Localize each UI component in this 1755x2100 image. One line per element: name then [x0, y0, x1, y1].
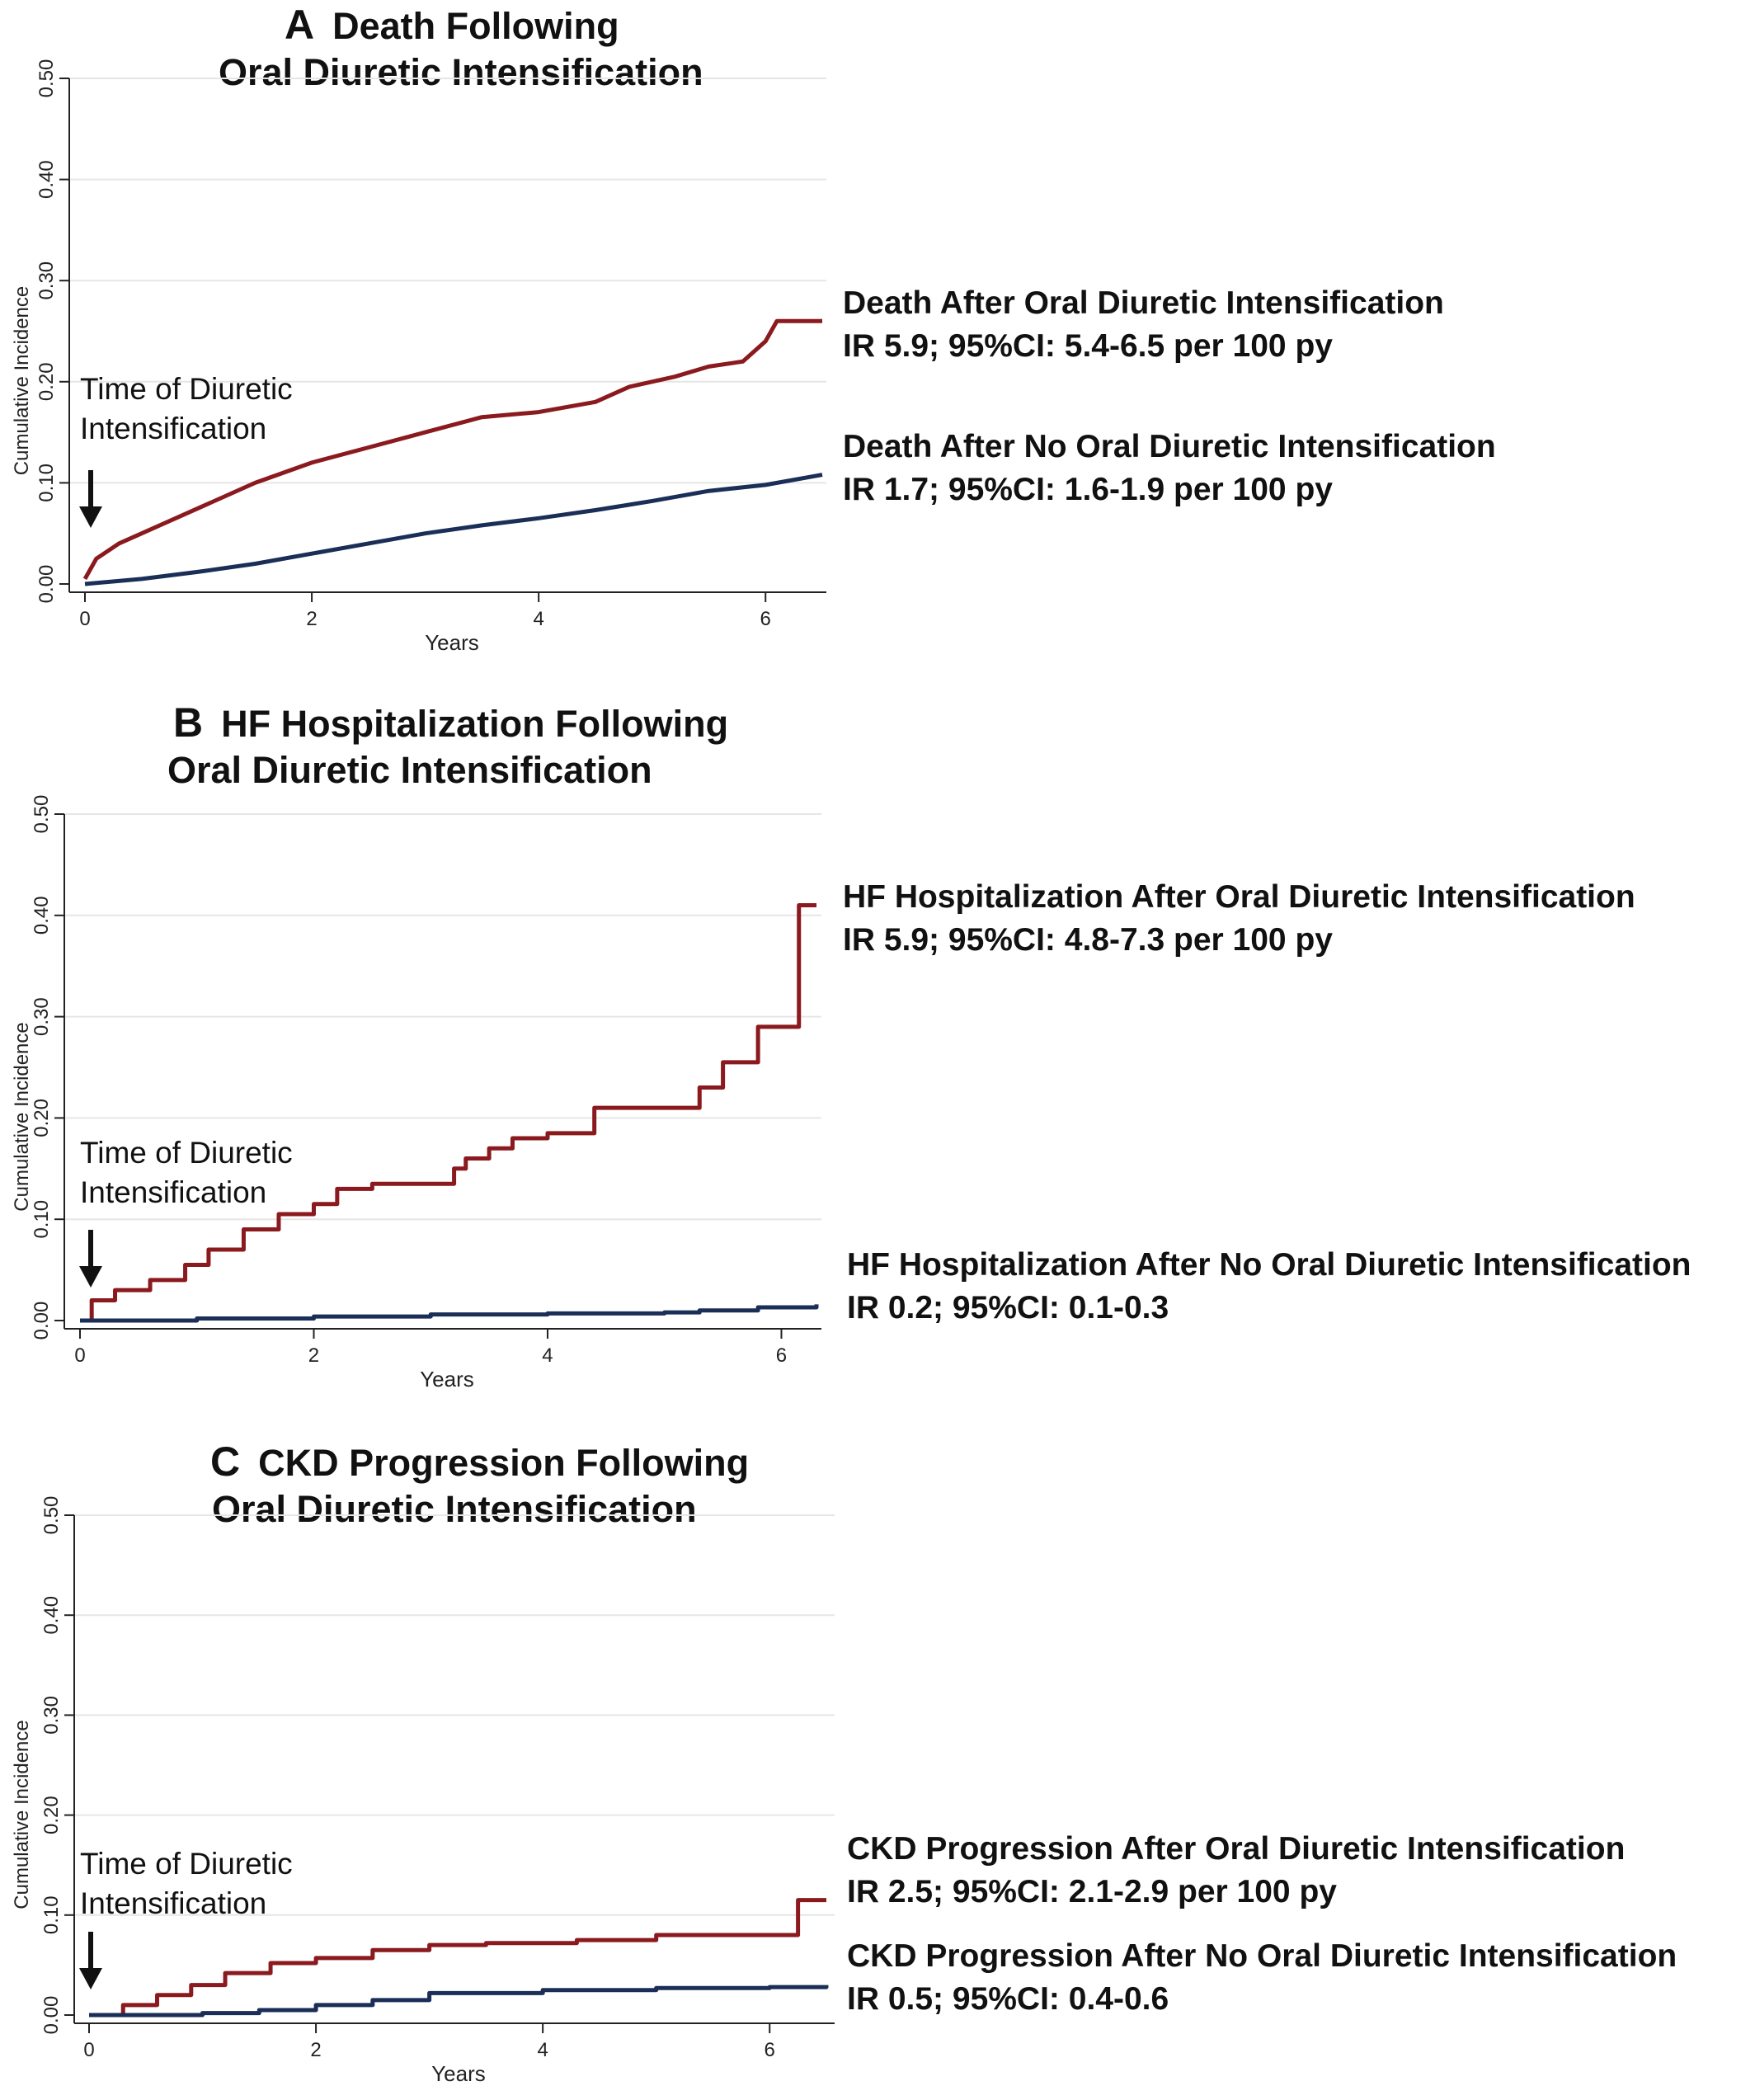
- x-tick-label: 2: [310, 2039, 321, 2061]
- x-axis-label: Years: [425, 630, 479, 655]
- annotation-line2: Intensification: [80, 1886, 267, 1920]
- label-blue-series: Death After No Oral Diuretic Intensifica…: [843, 426, 1496, 511]
- down-arrow-icon: [79, 470, 102, 528]
- chart-plot: 0.00 0.10 0.20 0.30 0.40 0.50 0 2 4 6 Years Cumulat…: [0, 1437, 907, 2100]
- chart-plot: 0.00 0.10 0.20 0.30 0.40 0.50 0 2 4 6 Years Cumulat…: [0, 698, 907, 1411]
- panel-letter: B: [173, 699, 204, 746]
- y-tick-label: 0.10: [31, 1200, 53, 1239]
- panel-letter: A: [285, 2, 315, 48]
- panel-b: B HF Hospitalization Following Oral Diure…: [0, 698, 1755, 1407]
- label-red-line2: IR 5.9; 95%CI: 4.8-7.3 per 100 py: [843, 922, 1333, 958]
- x-tick-label: 0: [74, 1344, 85, 1367]
- x-tick-label: 4: [537, 2039, 548, 2061]
- label-red-line1: CKD Progression After Oral Diuretic Inte…: [847, 1831, 1626, 1867]
- panel-title: B HF Hospitalization Following: [173, 698, 728, 749]
- down-arrow-icon: [79, 1230, 102, 1288]
- x-tick-label: 0: [79, 608, 90, 630]
- time-annotation: Time of Diuretic Intensification: [80, 1844, 293, 1923]
- y-tick-label: 0.30: [40, 1696, 63, 1735]
- y-tick-label: 0.50: [35, 59, 58, 98]
- y-tick-label: 0.40: [35, 160, 58, 199]
- label-blue-line2: IR 1.7; 95%CI: 1.6-1.9 per 100 py: [843, 472, 1333, 507]
- label-red-line1: Death After Oral Diuretic Intensificatio…: [843, 285, 1444, 321]
- x-tick-label: 6: [760, 608, 771, 630]
- series-line-no-intensification: [89, 1985, 829, 2018]
- label-blue-line2: IR 0.5; 95%CI: 0.4-0.6: [847, 1981, 1169, 2017]
- time-annotation: Time of Diuretic Intensification: [80, 1133, 293, 1212]
- label-blue-line2: IR 0.2; 95%CI: 0.1-0.3: [847, 1290, 1169, 1325]
- panel-a: A Death Following Oral Diuretic Intensifi…: [0, 0, 1755, 676]
- y-axis-label: Cumulative Incidence: [11, 286, 33, 475]
- panel-title-line1: Death Following: [332, 5, 619, 47]
- down-arrow-icon: [79, 1932, 102, 1989]
- label-blue-line1: HF Hospitalization After No Oral Diureti…: [847, 1247, 1691, 1283]
- label-red-line2: IR 5.9; 95%CI: 5.4-6.5 per 100 py: [843, 328, 1333, 364]
- y-tick-label: 0.40: [31, 896, 53, 935]
- annotation-line2: Intensification: [80, 1175, 267, 1209]
- y-axis-label: Cumulative Incidence: [11, 1720, 33, 1909]
- x-tick-label: 4: [542, 1344, 553, 1367]
- label-blue-series: HF Hospitalization After No Oral Diureti…: [847, 1244, 1691, 1330]
- label-red-line2: IR 2.5; 95%CI: 2.1-2.9 per 100 py: [847, 1874, 1337, 1909]
- annotation-line2: Intensification: [80, 412, 267, 445]
- y-axis-label: Cumulative Incidence: [11, 1022, 33, 1211]
- annotation-line1: Time of Diuretic: [80, 1847, 293, 1881]
- series-line-intensification: [89, 1898, 826, 2018]
- y-tick-label: 0.10: [35, 464, 58, 502]
- y-tick-label: 0.10: [40, 1895, 63, 1934]
- panel-title: A Death Following: [285, 0, 619, 51]
- series-line-no-intensification: [80, 1304, 819, 1323]
- panel-title-line1: CKD Progression Following: [258, 1442, 750, 1484]
- y-tick-label: 0.20: [31, 1099, 53, 1137]
- x-tick-label: 6: [765, 2039, 775, 2061]
- y-tick-label: 0.40: [40, 1596, 63, 1635]
- series-line-intensification: [80, 903, 816, 1323]
- panel-title-line2: Oral Diuretic Intensification: [212, 1488, 697, 1530]
- chart-svg: 0.00 0.10 0.20 0.30 0.40 0.50 0 2 4 6 Years Cumulat…: [11, 59, 826, 655]
- panel-c: C CKD Progression Following Oral Diuretic…: [0, 1437, 1755, 2096]
- panel-letter: C: [210, 1438, 241, 1485]
- panel-title-line2: Oral Diuretic Intensification: [167, 749, 652, 791]
- label-red-series: Death After Oral Diuretic Intensificatio…: [843, 282, 1444, 368]
- chart-plot: 0.00 0.10 0.20 0.30 0.40 0.50 0 2 4 6 Years Cumulat…: [0, 0, 907, 680]
- label-blue-series: CKD Progression After No Oral Diuretic I…: [847, 1935, 1677, 2021]
- panel-title: C CKD Progression Following: [210, 1437, 749, 1488]
- annotation-line1: Time of Diuretic: [80, 372, 293, 406]
- x-tick-label: 0: [83, 2039, 94, 2061]
- y-tick-label: 0.00: [35, 565, 58, 604]
- x-tick-label: 2: [306, 608, 317, 630]
- annotation-line1: Time of Diuretic: [80, 1136, 293, 1170]
- y-tick-label: 0.30: [31, 997, 53, 1036]
- x-tick-label: 6: [776, 1344, 787, 1367]
- label-blue-line1: CKD Progression After No Oral Diuretic I…: [847, 1938, 1677, 1974]
- x-tick-label: 4: [533, 608, 543, 630]
- y-tick-label: 0.00: [40, 1996, 63, 2035]
- label-red-line1: HF Hospitalization After Oral Diuretic I…: [843, 879, 1635, 915]
- panel-title-line1: HF Hospitalization Following: [221, 703, 729, 745]
- x-axis-label: Years: [431, 2061, 486, 2086]
- series-line-no-intensification: [84, 473, 823, 586]
- panel-title-line2: Oral Diuretic Intensification: [219, 51, 703, 93]
- y-tick-label: 0.30: [35, 261, 58, 300]
- chart-svg: 0.00 0.10 0.20 0.30 0.40 0.50 0 2 4 6 Years Cumulat…: [11, 1496, 835, 2086]
- y-tick-label: 0.50: [40, 1496, 63, 1535]
- y-tick-label: 0.20: [40, 1796, 63, 1834]
- y-tick-label: 0.00: [31, 1302, 53, 1340]
- series-line-intensification: [82, 318, 822, 581]
- y-tick-label: 0.50: [31, 795, 53, 834]
- label-blue-line1: Death After No Oral Diuretic Intensifica…: [843, 429, 1496, 464]
- label-red-series: HF Hospitalization After Oral Diuretic I…: [843, 876, 1635, 962]
- label-red-series: CKD Progression After Oral Diuretic Inte…: [847, 1828, 1625, 1914]
- x-tick-label: 2: [308, 1344, 319, 1367]
- chart-svg: 0.00 0.10 0.20 0.30 0.40 0.50 0 2 4 6 Years Cumulat…: [11, 795, 821, 1391]
- time-annotation: Time of Diuretic Intensification: [80, 370, 293, 449]
- y-tick-label: 0.20: [35, 362, 58, 401]
- x-axis-label: Years: [420, 1367, 474, 1391]
